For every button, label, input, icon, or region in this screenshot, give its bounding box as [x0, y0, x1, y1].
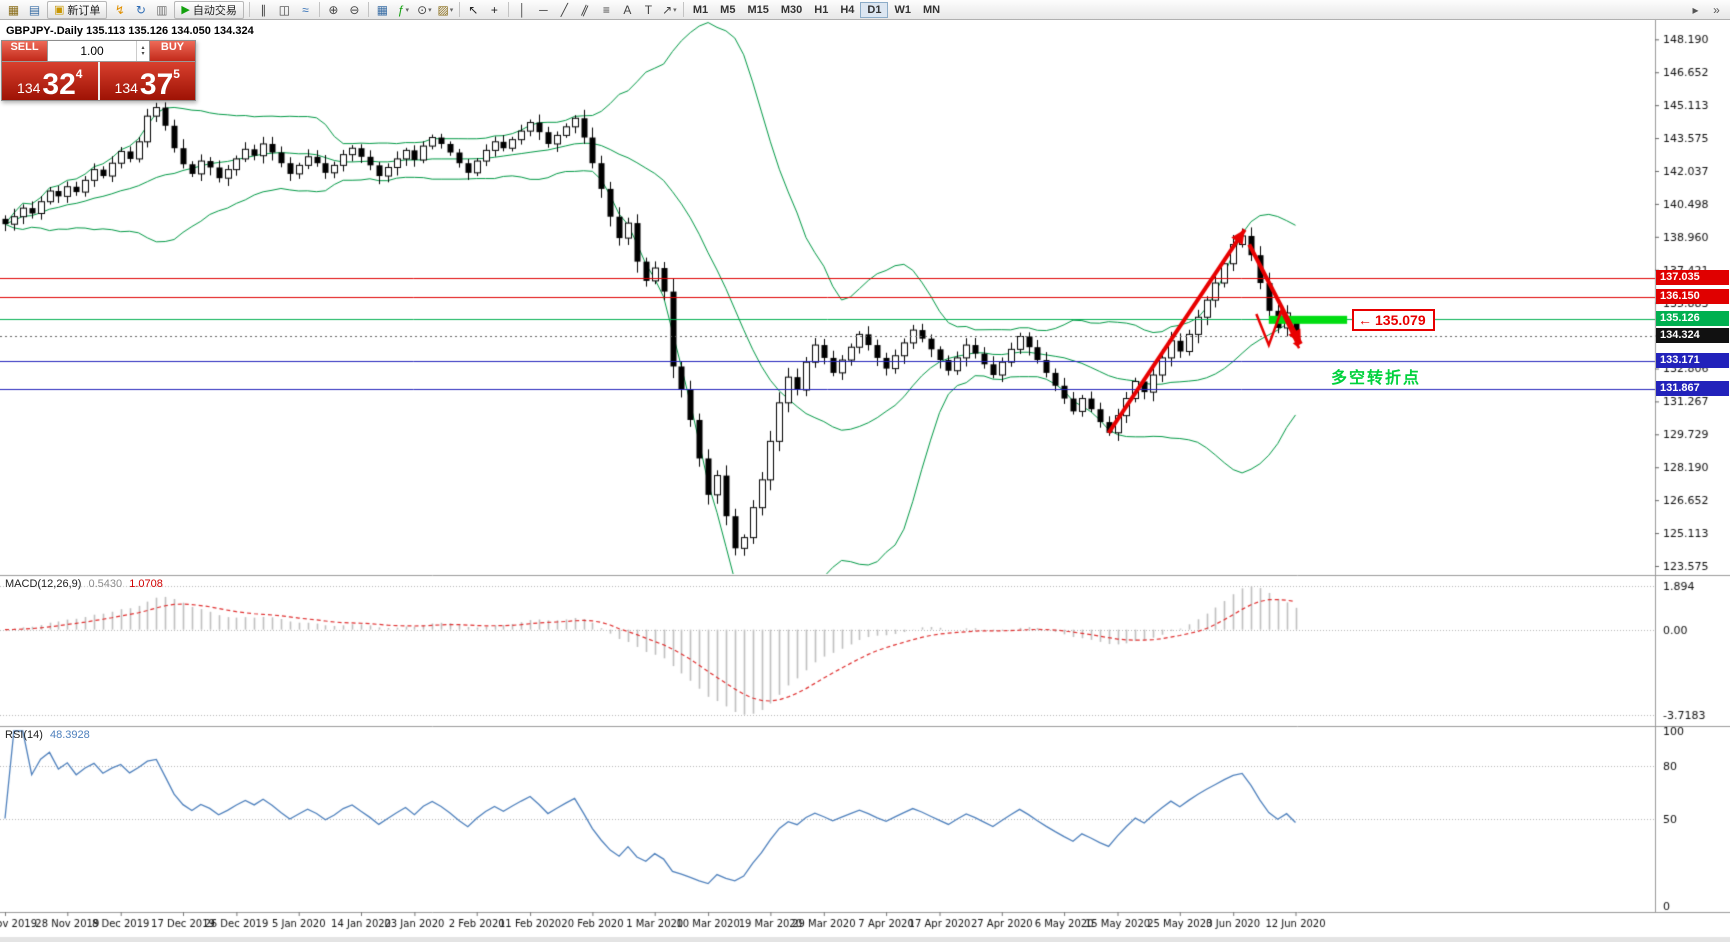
- toolbar-separator: [367, 2, 369, 17]
- timeframe-w1[interactable]: W1: [894, 3, 911, 16]
- bar-chart-icon[interactable]: ∥: [260, 2, 267, 17]
- channel-icon[interactable]: ∥: [579, 1, 591, 18]
- new-order-button[interactable]: ▣ 新订单: [47, 0, 108, 19]
- macd-value: 0.5430: [88, 578, 123, 590]
- buy-price-pips: 37: [139, 68, 174, 101]
- timeframe-mn[interactable]: MN: [922, 3, 941, 16]
- current-price-tag: 134.324: [1656, 327, 1729, 343]
- history-center-icon[interactable]: ▥: [156, 2, 168, 17]
- volume-down-icon[interactable]: ▾: [141, 51, 145, 57]
- macd-signal-value: 1.0708: [129, 578, 163, 590]
- toolbar-separator: [318, 2, 320, 17]
- label-icon[interactable]: T: [644, 2, 653, 17]
- cursor-icon[interactable]: ↖: [468, 2, 479, 17]
- buy-price-point: 5: [173, 67, 180, 81]
- volume-field: ▴ ▾: [47, 41, 150, 61]
- sell-price-button[interactable]: 134 32 4: [2, 62, 100, 100]
- indicators-icon[interactable]: ƒ ▾: [397, 2, 409, 17]
- buy-price-button[interactable]: 134 37 5: [99, 62, 195, 101]
- fibonacci-icon[interactable]: ≡: [602, 2, 610, 17]
- timeframe-h4[interactable]: H4: [840, 3, 855, 16]
- auto-trading-icon: ▶: [181, 4, 190, 16]
- toolbar-separator: [682, 2, 684, 17]
- rsi-name: RSI(14): [5, 729, 43, 741]
- periods-icon[interactable]: ⊙ ▾: [417, 2, 432, 17]
- zoom-in-icon[interactable]: ⊕: [328, 2, 339, 17]
- chart-shift-icon[interactable]: ▸: [1692, 2, 1699, 17]
- timeframe-h1[interactable]: H1: [814, 3, 829, 16]
- tile-windows-icon[interactable]: ▦: [376, 2, 389, 17]
- timeframe-m5[interactable]: M5: [720, 3, 736, 16]
- hline-price-tag-137035: 137.035: [1656, 269, 1729, 285]
- one-click-trading-panel: SELL ▴ ▾ BUY 134 32 4 134 37 5: [1, 40, 196, 101]
- toolbar-separator: [248, 2, 250, 17]
- chart-ohlc-text: GBPJPY-.Daily 135.113 135.126 134.050 13…: [6, 25, 254, 37]
- horizontal-line-icon[interactable]: ─: [539, 2, 548, 17]
- zoom-out-icon[interactable]: ⊖: [349, 2, 360, 17]
- price-callout-label: ← 135.079: [1352, 309, 1435, 331]
- refresh-icon[interactable]: ↻: [135, 2, 146, 17]
- volume-input[interactable]: [48, 43, 136, 59]
- price-chart-canvas[interactable]: [0, 20, 1730, 942]
- macd-indicator-label: MACD(12,26,9) 0.5430 1.0708: [5, 578, 163, 590]
- chart-profiles-icon[interactable]: ▤: [28, 2, 41, 17]
- hline-price-tag-135126: 135.126: [1656, 310, 1729, 326]
- chart-title-ohlc: GBPJPY-.Daily 135.113 135.126 134.050 13…: [6, 25, 254, 37]
- new-order-icon: ▣: [54, 4, 65, 16]
- candlestick-chart-icon[interactable]: ◫: [278, 2, 291, 17]
- auto-trading-button[interactable]: ▶ 自动交易: [174, 0, 244, 19]
- volume-spinner: ▴ ▾: [136, 41, 149, 61]
- trendline-icon[interactable]: ╱: [560, 2, 568, 17]
- toolbar-separator: [458, 2, 460, 17]
- sell-price-pips: 32: [42, 68, 76, 101]
- hline-price-tag-133171: 133.171: [1656, 352, 1729, 368]
- text-icon[interactable]: A: [623, 2, 632, 17]
- templates-icon[interactable]: ▨ ▾: [437, 2, 454, 17]
- sell-price-major: 134: [17, 80, 41, 96]
- new-chart-icon[interactable]: ▦: [7, 2, 20, 17]
- buy-price-major: 134: [114, 80, 138, 96]
- sell-price-point: 4: [75, 67, 83, 81]
- volume-up-icon[interactable]: ▴: [141, 45, 145, 51]
- annotation-note-text: 多空转折点: [1331, 370, 1422, 387]
- arrows-icon[interactable]: ↗ ▾: [662, 2, 677, 17]
- vertical-line-icon[interactable]: │: [518, 2, 527, 17]
- main-toolbar: ▦ ▤ ▣ 新订单 ↯ ↻ ▥ ▶ 自动交易 ∥ ◫ ≈ ⊕ ⊖ ▦ ƒ ▾ ⊙ ▾ ▨ ▾ ↖ + │ ─ ╱ ∥ ≡ A T ↗ ▾ M1 M…: [0, 0, 1730, 20]
- timeframe-m15[interactable]: M15: [747, 3, 769, 16]
- line-chart-icon[interactable]: ≈: [302, 2, 309, 17]
- quick-trade-icon[interactable]: ↯: [114, 2, 125, 17]
- callout-price-text: 135.079: [1375, 312, 1426, 328]
- hline-price-tag-136150: 136.150: [1656, 288, 1729, 304]
- left-arrow-icon: ←: [1358, 312, 1372, 328]
- timeframe-m1[interactable]: M1: [692, 3, 709, 16]
- sell-button[interactable]: SELL: [2, 41, 47, 61]
- buy-button[interactable]: BUY: [150, 41, 195, 61]
- rsi-value: 48.3928: [49, 729, 90, 741]
- hline-price-tag-131867: 131.867: [1656, 380, 1729, 396]
- toolbar-overflow-icon[interactable]: »: [1713, 2, 1720, 17]
- timeframe-m30[interactable]: M30: [780, 3, 803, 16]
- macd-name: MACD(12,26,9): [5, 578, 82, 590]
- crosshair-icon[interactable]: +: [490, 2, 498, 17]
- toolbar-separator: [507, 2, 509, 17]
- timeframe-d1[interactable]: D1: [860, 1, 889, 18]
- rsi-indicator-label: RSI(14) 48.3928: [5, 729, 90, 741]
